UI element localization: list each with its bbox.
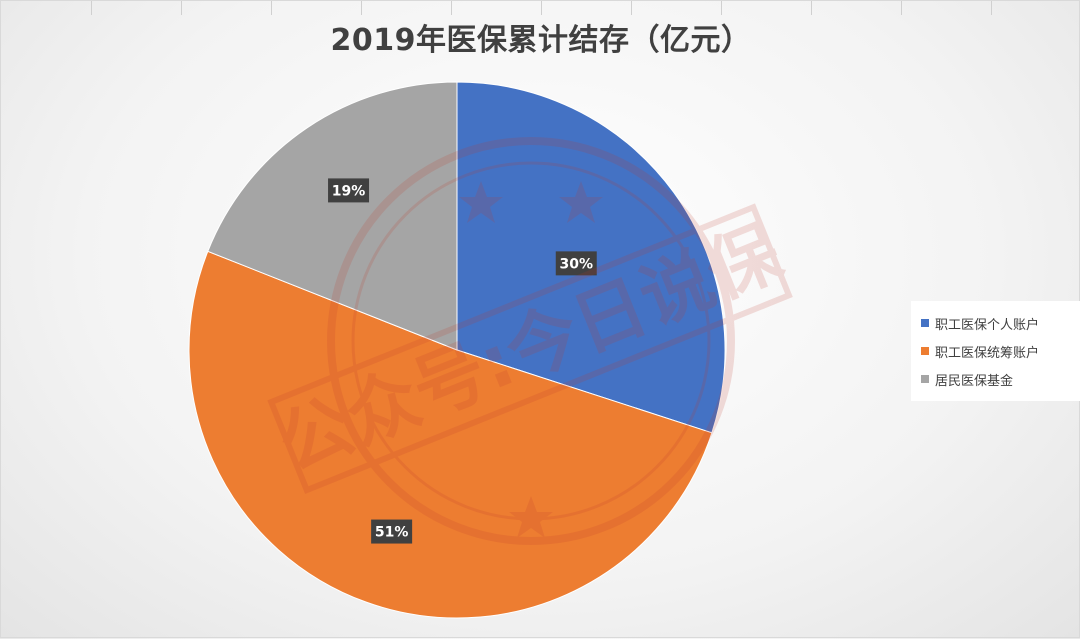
legend-swatch <box>921 375 929 383</box>
legend-swatch <box>921 347 929 355</box>
data-label-text: 51% <box>375 525 409 541</box>
legend: 职工医保个人账户 职工医保统筹账户 居民医保基金 <box>911 301 1080 401</box>
data-label-box <box>371 519 413 544</box>
chart-title: 2019年医保累计结存（亿元） <box>330 23 752 58</box>
legend-label: 职工医保个人账户 <box>935 317 1040 333</box>
data-label-box <box>328 178 370 203</box>
data-label-resident-fund: 19% <box>328 178 370 203</box>
data-label-text: 19% <box>332 183 366 199</box>
legend-label: 居民医保基金 <box>935 373 1014 389</box>
data-label-pooled-account: 51% <box>371 519 413 544</box>
legend-item-resident-fund: 居民医保基金 <box>921 365 1080 393</box>
legend-item-personal-account: 职工医保个人账户 <box>921 309 1080 337</box>
legend-label: 职工医保统筹账户 <box>935 345 1040 361</box>
data-label-text: 30% <box>559 256 593 272</box>
data-label-personal-account: 30% <box>555 251 597 276</box>
pie-slice-resident-fund <box>207 81 458 351</box>
data-label-box <box>555 251 597 276</box>
pie-slice-pooled-account <box>188 250 713 619</box>
legend-swatch <box>921 319 929 327</box>
legend-item-pooled-account: 职工医保统筹账户 <box>921 337 1080 365</box>
